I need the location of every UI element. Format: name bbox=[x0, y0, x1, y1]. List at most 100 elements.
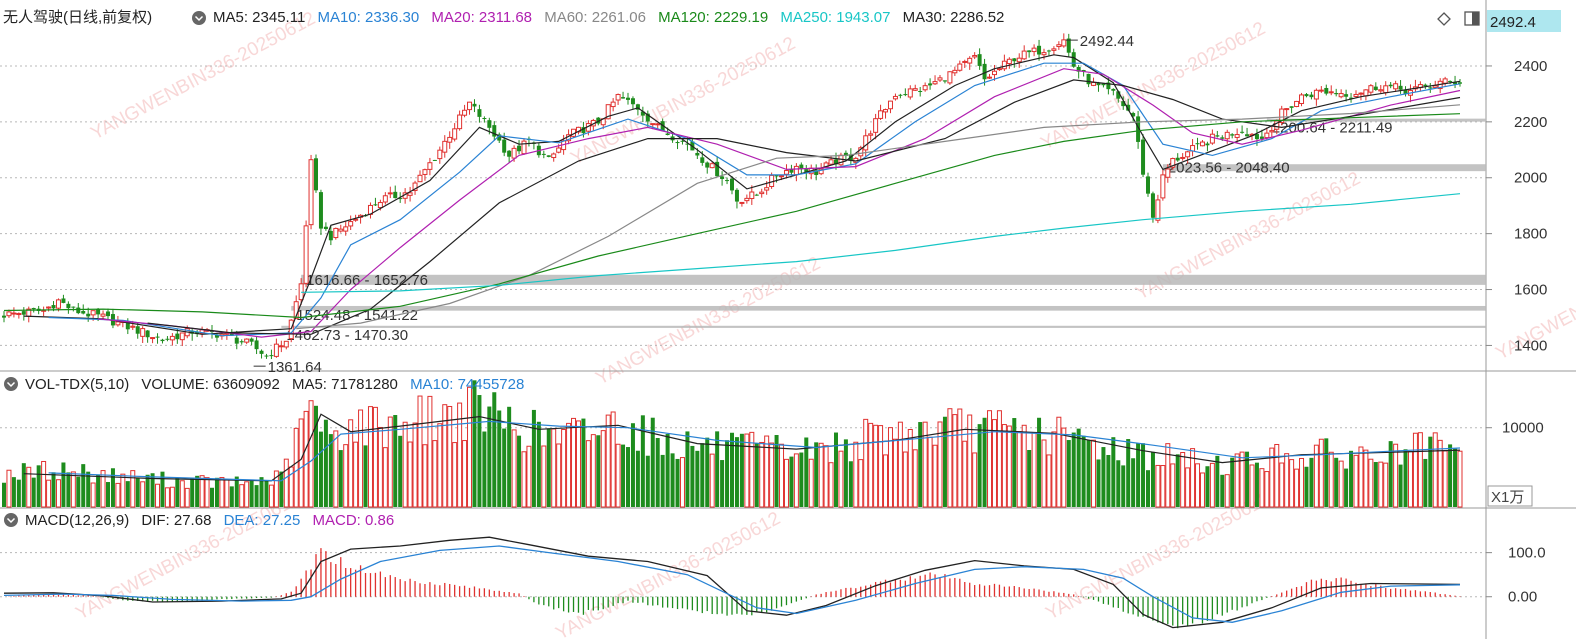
volume-bar bbox=[283, 458, 289, 508]
volume-bar bbox=[1393, 443, 1399, 508]
candle-body bbox=[195, 331, 200, 335]
candle bbox=[987, 73, 993, 79]
candle bbox=[239, 339, 244, 345]
diamond-icon[interactable] bbox=[1437, 12, 1451, 26]
volume-bar bbox=[150, 473, 155, 507]
gap-bands: 1616.66 - 1652.76 1524.48 - 1541.22 1462.7… bbox=[281, 118, 1487, 344]
candle-body bbox=[1180, 156, 1186, 159]
candle bbox=[1076, 64, 1081, 79]
candle bbox=[626, 92, 630, 105]
candle bbox=[145, 330, 150, 343]
candle bbox=[996, 67, 1002, 71]
candle bbox=[432, 159, 437, 161]
volume-ma-line-ma5 bbox=[23, 413, 1461, 482]
candle-body bbox=[343, 226, 349, 232]
volume-bar bbox=[1279, 462, 1285, 508]
candle bbox=[1428, 82, 1433, 93]
volume-collapse-icon[interactable] bbox=[4, 377, 18, 391]
candle bbox=[1086, 73, 1091, 88]
macd-histogram bbox=[8, 548, 1461, 629]
candle-body bbox=[1254, 134, 1259, 140]
candle-body bbox=[922, 85, 928, 91]
candle-body bbox=[754, 194, 759, 196]
watermark-text: YANGWENBIN336-20250612 bbox=[1037, 18, 1268, 154]
volume-bar bbox=[937, 421, 943, 508]
volume-bar bbox=[927, 436, 933, 508]
candle-body bbox=[1313, 89, 1319, 100]
candle bbox=[1066, 33, 1071, 58]
candle bbox=[1205, 141, 1210, 152]
volume-tick-label: 10000 bbox=[1502, 420, 1544, 437]
volume-bar bbox=[1363, 449, 1369, 508]
window-toggle-icon[interactable] bbox=[1464, 11, 1480, 26]
collapse-icon[interactable] bbox=[192, 11, 206, 25]
candle-body bbox=[96, 309, 101, 315]
volume-bar bbox=[333, 430, 339, 508]
volume-bar bbox=[665, 434, 670, 507]
candle-body bbox=[492, 125, 497, 137]
volume-bar bbox=[690, 445, 695, 507]
volume-bar bbox=[1205, 466, 1210, 507]
volume-bar bbox=[323, 419, 328, 507]
volume-bar bbox=[1269, 447, 1275, 508]
candle-body bbox=[165, 338, 170, 340]
volume-bar bbox=[1131, 458, 1136, 507]
volume-bar bbox=[462, 440, 468, 508]
candle-body bbox=[1304, 94, 1309, 97]
volume-bar bbox=[1239, 451, 1245, 508]
gap-band bbox=[1162, 164, 1486, 172]
candle bbox=[749, 185, 755, 205]
candle bbox=[759, 188, 765, 198]
volume-bar bbox=[769, 442, 775, 508]
candle bbox=[1195, 137, 1200, 150]
volume-bar bbox=[318, 431, 323, 507]
volume-bar bbox=[1081, 435, 1086, 507]
candle-body bbox=[749, 191, 755, 200]
volume-bar bbox=[1309, 457, 1314, 507]
price-annotations: 2492.44 1361.64 bbox=[253, 33, 1134, 376]
candle bbox=[1353, 90, 1359, 99]
volume-bar bbox=[902, 451, 908, 508]
volume-bar bbox=[264, 480, 269, 507]
candle-body bbox=[799, 164, 804, 170]
candle-body bbox=[1234, 134, 1240, 138]
volume-bar bbox=[140, 481, 146, 508]
candle-body bbox=[11, 312, 17, 315]
volume-bar bbox=[492, 392, 497, 507]
candle bbox=[1180, 153, 1186, 161]
candle bbox=[41, 306, 47, 317]
candle-body bbox=[1318, 89, 1324, 92]
volume-bar bbox=[814, 442, 819, 507]
candle bbox=[1056, 41, 1062, 50]
volume-bar bbox=[556, 443, 562, 508]
candle-body bbox=[1309, 94, 1314, 98]
volume-bar bbox=[195, 475, 200, 507]
macd-collapse-icon[interactable] bbox=[4, 513, 18, 527]
candle bbox=[278, 340, 284, 353]
candle-body bbox=[660, 121, 665, 132]
volume-bar bbox=[1284, 453, 1290, 508]
candle-body bbox=[1131, 113, 1136, 117]
volume-bar bbox=[897, 421, 903, 508]
candle-body bbox=[31, 307, 36, 310]
volume-bar bbox=[982, 417, 987, 507]
macd-tick-label: 100.0 bbox=[1508, 545, 1546, 562]
volume-bar bbox=[749, 431, 755, 508]
volume-bar bbox=[507, 406, 512, 507]
ma-line-ma20 bbox=[98, 68, 1461, 338]
candle-body bbox=[709, 163, 715, 169]
volume-bar bbox=[353, 441, 359, 508]
candle bbox=[175, 328, 180, 344]
candle-body bbox=[1373, 86, 1378, 90]
candle-body bbox=[1423, 84, 1428, 87]
candle bbox=[358, 214, 364, 224]
candle bbox=[957, 60, 963, 72]
volume-bar bbox=[789, 456, 794, 507]
candle bbox=[11, 307, 17, 318]
volume-bar bbox=[229, 486, 234, 507]
volume-bar bbox=[585, 440, 591, 508]
candle-body bbox=[715, 161, 720, 177]
candle bbox=[977, 48, 982, 70]
candle-body bbox=[581, 127, 586, 134]
